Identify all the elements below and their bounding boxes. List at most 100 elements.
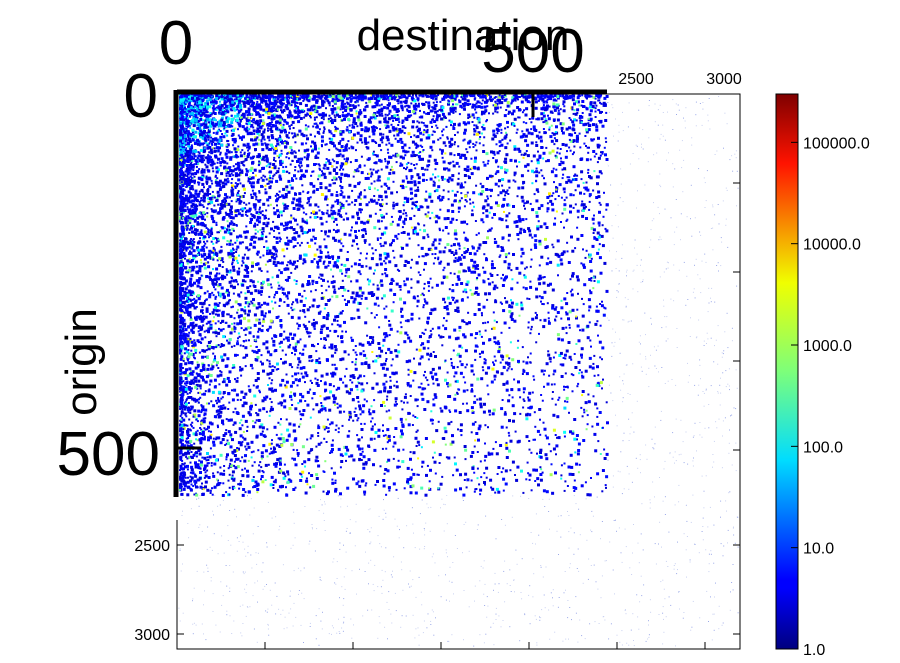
inset-matrix-cell: [582, 439, 586, 442]
inset-matrix-cell: [473, 116, 476, 119]
background-matrix-cell: [655, 563, 657, 565]
inset-matrix-cell: [244, 296, 248, 300]
background-matrix-cell: [427, 507, 429, 509]
background-matrix-cell: [686, 536, 688, 537]
inset-matrix-cell: [190, 390, 193, 393]
inset-matrix-cell: [568, 126, 571, 130]
background-matrix-cell: [725, 218, 727, 220]
background-matrix-cell: [641, 370, 643, 372]
background-matrix-cell: [343, 598, 345, 600]
background-matrix-cell: [630, 426, 632, 428]
inset-matrix-cell: [441, 156, 444, 159]
background-matrix-cell: [399, 529, 400, 531]
background-matrix-cell: [735, 442, 737, 444]
background-matrix-cell: [393, 556, 395, 558]
background-matrix-cell: [673, 264, 675, 266]
background-matrix-cell: [645, 334, 646, 336]
background-matrix-cell: [545, 566, 547, 568]
inset-matrix-cell: [268, 139, 271, 142]
background-matrix-cell: [662, 124, 664, 126]
inset-matrix-cell: [490, 380, 494, 384]
inset-matrix-cell: [373, 399, 376, 402]
background-matrix-cell: [626, 465, 628, 467]
inset-matrix-cell: [373, 448, 377, 452]
background-matrix-cell: [490, 626, 492, 628]
background-matrix-cell: [685, 549, 687, 551]
background-matrix-cell: [343, 544, 344, 546]
background-matrix-cell: [295, 616, 297, 618]
inset-matrix-cell: [382, 424, 384, 427]
inset-matrix-cell: [219, 151, 222, 154]
background-matrix-cell: [672, 456, 674, 458]
inset-matrix-cell: [450, 358, 453, 361]
inset-matrix-cell: [334, 125, 337, 128]
inset-matrix-cell: [506, 101, 510, 104]
inset-matrix-cell: [604, 153, 607, 157]
inset-matrix-cell: [437, 256, 440, 259]
inset-matrix-cell: [227, 408, 230, 410]
background-matrix-cell: [607, 102, 609, 103]
background-matrix-cell: [730, 415, 731, 417]
inset-matrix-cell: [293, 116, 297, 120]
background-matrix-cell: [645, 640, 647, 642]
inset-matrix-cell: [554, 471, 557, 475]
inset-matrix-cell: [593, 374, 596, 377]
background-matrix-cell: [412, 523, 414, 525]
inset-matrix-cell: [434, 257, 437, 260]
background-matrix-cell: [640, 533, 642, 535]
inset-matrix-cell: [309, 331, 312, 334]
inset-matrix-cell: [351, 291, 355, 295]
background-matrix-cell: [627, 126, 629, 128]
inset-matrix-cell: [343, 445, 347, 449]
inset-matrix-cell: [320, 402, 323, 404]
background-matrix-cell: [726, 510, 727, 512]
inset-matrix-cell: [235, 393, 239, 397]
background-matrix-cell: [321, 504, 323, 506]
background-matrix-cell: [707, 338, 709, 340]
inset-matrix-cell: [426, 400, 430, 404]
background-matrix-cell: [678, 454, 680, 456]
inset-matrix-cell: [238, 487, 241, 490]
background-matrix-cell: [714, 214, 716, 216]
background-matrix-cell: [483, 560, 485, 562]
background-matrix-cell: [282, 609, 284, 611]
inset-matrix-cell: [200, 211, 204, 215]
inset-matrix-cell: [219, 161, 223, 164]
inset-matrix-cell: [199, 286, 203, 290]
inset-matrix-cell: [415, 94, 417, 96]
background-matrix-cell: [588, 558, 590, 560]
background-matrix-cell: [378, 515, 380, 517]
inset-matrix-cell: [442, 160, 446, 164]
background-matrix-cell: [426, 503, 428, 505]
inset-matrix-cell: [404, 319, 407, 322]
inset-matrix-cell: [447, 422, 451, 426]
background-matrix-cell: [256, 563, 258, 565]
inset-matrix-cell: [425, 124, 429, 128]
inset-matrix-cell: [272, 480, 275, 483]
background-matrix-cell: [500, 626, 502, 628]
inset-matrix-cell: [472, 266, 474, 269]
inset-matrix-cell: [338, 149, 342, 153]
background-matrix-cell: [674, 462, 675, 464]
background-matrix-cell: [720, 237, 722, 239]
background-matrix-cell: [667, 267, 669, 269]
background-matrix-cell: [677, 104, 679, 106]
background-matrix-cell: [480, 565, 482, 567]
background-matrix-cell: [626, 269, 628, 271]
inset-matrix-cell: [596, 320, 599, 323]
inset-matrix-cell: [301, 470, 305, 474]
background-matrix-cell: [649, 499, 651, 501]
background-matrix-cell: [721, 467, 723, 469]
inset-matrix-cell: [464, 199, 467, 201]
background-matrix-cell: [694, 544, 696, 545]
background-matrix-cell: [630, 629, 632, 631]
background-matrix-cell: [721, 624, 723, 626]
background-matrix-cell: [445, 599, 447, 601]
background-matrix-cell: [230, 544, 232, 546]
inset-matrix-cell: [334, 116, 337, 119]
inset-matrix-cell: [341, 114, 345, 118]
inset-matrix-cell: [238, 254, 240, 257]
inset-matrix-cell: [316, 124, 319, 127]
background-matrix-cell: [654, 103, 656, 105]
background-matrix-cell: [670, 298, 672, 300]
